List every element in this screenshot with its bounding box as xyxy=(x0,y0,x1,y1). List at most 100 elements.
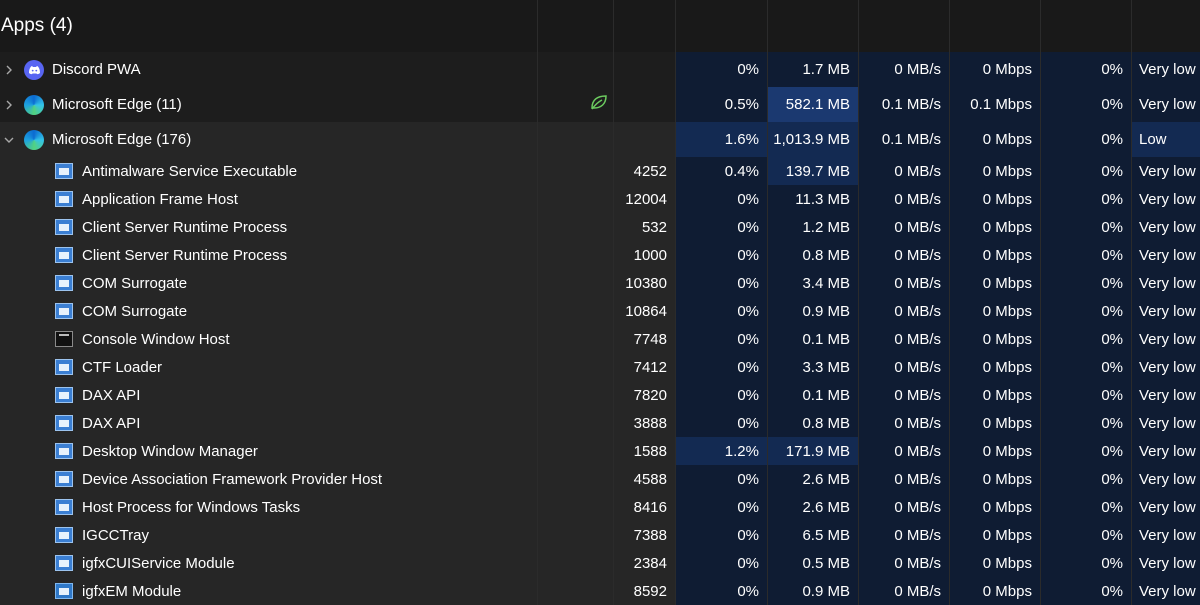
process-row[interactable]: Client Server Runtime Process xyxy=(0,213,538,241)
status-cell xyxy=(538,157,614,185)
pid-cell: 1000 xyxy=(614,241,676,269)
process-row[interactable]: Application Frame Host xyxy=(0,185,538,213)
cpu-cell: 1.2% xyxy=(676,437,768,465)
header-spacer xyxy=(1041,0,1132,52)
gpu-cell: 0% xyxy=(1041,437,1132,465)
memory-cell: 0.9 MB xyxy=(768,577,859,605)
window-process-icon xyxy=(55,247,73,263)
gpu-cell: 0% xyxy=(1041,325,1132,353)
power-usage-cell: Very low xyxy=(1132,87,1200,122)
pid-cell: 3888 xyxy=(614,409,676,437)
network-cell: 0 Mbps xyxy=(950,577,1041,605)
power-usage-cell: Very low xyxy=(1132,52,1200,87)
status-cell xyxy=(538,521,614,549)
pid-cell: 10864 xyxy=(614,297,676,325)
network-cell: 0 Mbps xyxy=(950,465,1041,493)
process-row[interactable]: CTF Loader xyxy=(0,353,538,381)
cpu-cell: 0% xyxy=(676,269,768,297)
window-process-icon xyxy=(55,415,73,431)
process-row[interactable]: COM Surrogate xyxy=(0,297,538,325)
app-row[interactable]: Microsoft Edge (11) xyxy=(0,87,538,122)
disk-cell: 0 MB/s xyxy=(859,185,950,213)
section-title: Apps (4) xyxy=(0,0,538,52)
process-row[interactable]: Client Server Runtime Process xyxy=(0,241,538,269)
pid-cell: 2384 xyxy=(614,549,676,577)
chevron-right-icon[interactable] xyxy=(2,99,16,111)
gpu-cell: 0% xyxy=(1041,549,1132,577)
pid-cell: 7388 xyxy=(614,521,676,549)
cpu-cell: 0% xyxy=(676,577,768,605)
status-cell xyxy=(538,122,614,157)
cpu-cell: 0% xyxy=(676,521,768,549)
process-name: igfxCUIService Module xyxy=(82,554,235,572)
header-spacer xyxy=(614,0,676,52)
status-cell xyxy=(538,297,614,325)
memory-cell: 171.9 MB xyxy=(768,437,859,465)
memory-cell: 0.9 MB xyxy=(768,297,859,325)
app-name: Discord PWA xyxy=(52,61,141,78)
memory-cell: 11.3 MB xyxy=(768,185,859,213)
window-process-icon xyxy=(55,387,73,403)
header-spacer xyxy=(950,0,1041,52)
cpu-cell: 0% xyxy=(676,549,768,577)
app-row[interactable]: Discord PWA xyxy=(0,52,538,87)
chevron-down-icon[interactable] xyxy=(2,134,16,146)
pid-cell: 8416 xyxy=(614,493,676,521)
network-cell: 0 Mbps xyxy=(950,241,1041,269)
network-cell: 0 Mbps xyxy=(950,437,1041,465)
disk-cell: 0.1 MB/s xyxy=(859,87,950,122)
cpu-cell: 0.5% xyxy=(676,87,768,122)
efficiency-leaf-icon xyxy=(589,93,609,116)
status-cell xyxy=(538,353,614,381)
network-cell: 0 Mbps xyxy=(950,381,1041,409)
power-usage-cell: Low xyxy=(1132,122,1200,157)
memory-cell: 0.5 MB xyxy=(768,549,859,577)
gpu-cell: 0% xyxy=(1041,87,1132,122)
process-row[interactable]: Console Window Host xyxy=(0,325,538,353)
power-usage-cell: Very low xyxy=(1132,465,1200,493)
window-process-icon xyxy=(55,359,73,375)
window-process-icon xyxy=(55,499,73,515)
igfx-module-icon xyxy=(55,583,73,599)
process-name: Console Window Host xyxy=(82,330,230,348)
process-row[interactable]: Antimalware Service Executable xyxy=(0,157,538,185)
status-cell xyxy=(538,437,614,465)
process-row[interactable]: igfxEM Module xyxy=(0,577,538,605)
network-cell: 0 Mbps xyxy=(950,185,1041,213)
gpu-cell: 0% xyxy=(1041,52,1132,87)
process-row[interactable]: Device Association Framework Provider Ho… xyxy=(0,465,538,493)
app-row[interactable]: Microsoft Edge (176) xyxy=(0,122,538,157)
gpu-cell: 0% xyxy=(1041,185,1132,213)
gpu-cell: 0% xyxy=(1041,241,1132,269)
disk-cell: 0 MB/s xyxy=(859,353,950,381)
network-cell: 0 Mbps xyxy=(950,549,1041,577)
app-name: Microsoft Edge (11) xyxy=(52,96,182,113)
memory-cell: 0.8 MB xyxy=(768,241,859,269)
network-cell: 0.1 Mbps xyxy=(950,87,1041,122)
process-name: Antimalware Service Executable xyxy=(82,162,298,180)
network-cell: 0 Mbps xyxy=(950,52,1041,87)
pid-cell: 10380 xyxy=(614,269,676,297)
process-row[interactable]: IGCCTray xyxy=(0,521,538,549)
power-usage-cell: Very low xyxy=(1132,493,1200,521)
pid-cell: 7412 xyxy=(614,353,676,381)
process-row[interactable]: DAX API xyxy=(0,381,538,409)
window-process-icon xyxy=(55,303,73,319)
process-row[interactable]: DAX API xyxy=(0,409,538,437)
chevron-right-icon[interactable] xyxy=(2,64,16,76)
status-cell xyxy=(538,549,614,577)
cpu-cell: 0% xyxy=(676,241,768,269)
power-usage-cell: Very low xyxy=(1132,521,1200,549)
disk-cell: 0.1 MB/s xyxy=(859,122,950,157)
memory-cell: 3.4 MB xyxy=(768,269,859,297)
gpu-cell: 0% xyxy=(1041,577,1132,605)
process-row[interactable]: Host Process for Windows Tasks xyxy=(0,493,538,521)
gpu-cell: 0% xyxy=(1041,157,1132,185)
process-row[interactable]: igfxCUIService Module xyxy=(0,549,538,577)
window-process-icon xyxy=(55,527,73,543)
power-usage-cell: Very low xyxy=(1132,577,1200,605)
process-row[interactable]: COM Surrogate xyxy=(0,269,538,297)
network-cell: 0 Mbps xyxy=(950,269,1041,297)
power-usage-cell: Very low xyxy=(1132,381,1200,409)
process-row[interactable]: Desktop Window Manager xyxy=(0,437,538,465)
